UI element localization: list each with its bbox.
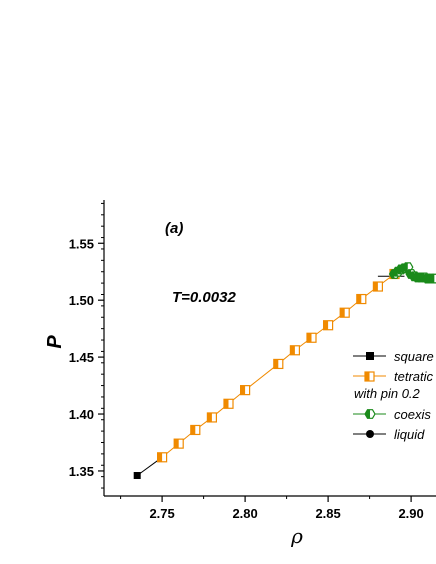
legend-marker-square bbox=[366, 352, 374, 360]
x-axis-label: ρ bbox=[290, 524, 303, 548]
data-point-coexis bbox=[428, 273, 436, 284]
temperature-annotation: T=0.0032 bbox=[172, 289, 236, 306]
legend-entry-coexis: coexis bbox=[353, 407, 431, 422]
data-point-tetratic bbox=[306, 332, 317, 343]
legend-entry-liquid: liquid bbox=[353, 427, 425, 442]
legend-label-coexis: coexis bbox=[394, 407, 431, 422]
y-axis-label: P bbox=[44, 335, 66, 349]
data-point-tetratic bbox=[372, 281, 383, 292]
data-point-tetratic bbox=[339, 307, 350, 318]
panel-label: (a) bbox=[165, 220, 183, 237]
data-point-tetratic bbox=[273, 358, 284, 370]
legend-marker-liquid bbox=[366, 430, 374, 438]
x-tick-label: 2.80 bbox=[232, 506, 257, 521]
x-tick-label: 2.85 bbox=[315, 506, 340, 521]
legend-label-tetratic-line2: with pin 0.2 bbox=[354, 386, 421, 401]
legend-label-square: square bbox=[394, 349, 434, 364]
data-point-tetratic bbox=[157, 452, 168, 463]
data-point-tetratic bbox=[356, 293, 367, 305]
legend-marker-tetratic bbox=[364, 371, 375, 382]
data-point-tetratic bbox=[190, 424, 201, 436]
legend-marker-coexis bbox=[364, 409, 376, 419]
data-point-square bbox=[133, 472, 141, 480]
legend-entry-tetratic: tetratic with pin 0.2 bbox=[353, 369, 434, 401]
data-point-tetratic bbox=[223, 398, 234, 409]
x-tick-label: 2.75 bbox=[149, 506, 174, 521]
y-tick-label: 1.50 bbox=[69, 293, 94, 308]
y-tick-label: 1.35 bbox=[69, 464, 94, 479]
y-tick-label: 1.55 bbox=[69, 236, 94, 251]
legend: square tetratic with pin 0.2 coexis liqu… bbox=[353, 349, 434, 442]
ticks bbox=[98, 202, 412, 502]
data-point-tetratic bbox=[240, 385, 251, 396]
data-point-tetratic bbox=[173, 438, 184, 449]
y-tick-label: 1.45 bbox=[69, 350, 94, 365]
x-tick-label: 2.90 bbox=[398, 506, 423, 521]
tick-labels: 2.75 2.80 2.85 2.90 1.35 1.40 1.45 1.50 1.55 bbox=[69, 236, 424, 521]
legend-label-liquid: liquid bbox=[394, 427, 425, 442]
data-point-tetratic bbox=[289, 345, 300, 356]
data-point-tetratic bbox=[206, 412, 217, 423]
axes bbox=[103, 200, 436, 497]
series-layer bbox=[133, 262, 436, 480]
legend-entry-square: square bbox=[353, 349, 434, 364]
legend-label-tetratic: tetratic bbox=[394, 369, 434, 384]
y-tick-label: 1.40 bbox=[69, 407, 94, 422]
data-point-tetratic bbox=[323, 320, 334, 331]
